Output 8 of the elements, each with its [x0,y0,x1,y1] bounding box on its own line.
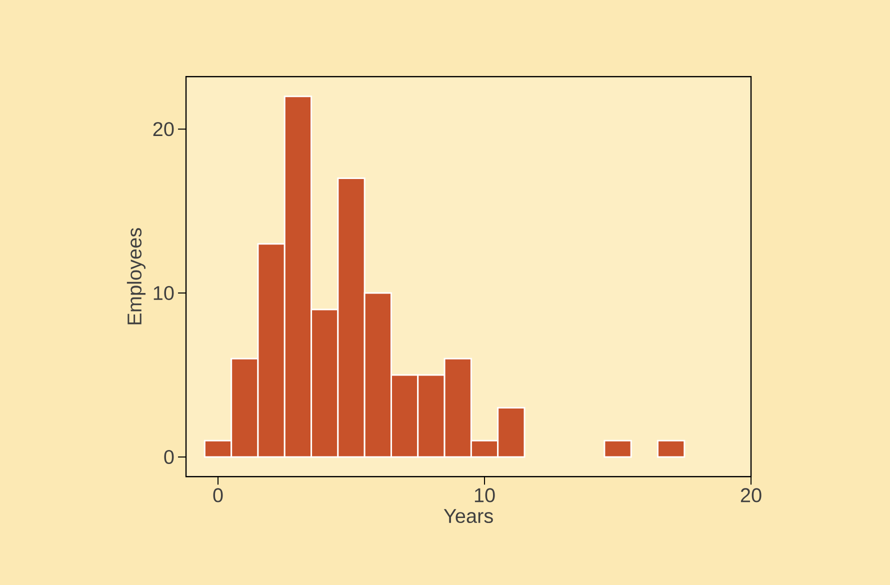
x-tick-label: 20 [740,488,762,502]
x-tick-label: 10 [474,488,495,502]
y-tick-label: 10 [154,286,174,300]
y-axis-title: Employees [126,228,146,324]
x-tick-label: 0 [213,488,223,502]
x-axis-title: Years [444,509,493,524]
y-tick-label: 0 [164,450,174,464]
y-tick-label: 20 [153,122,174,136]
